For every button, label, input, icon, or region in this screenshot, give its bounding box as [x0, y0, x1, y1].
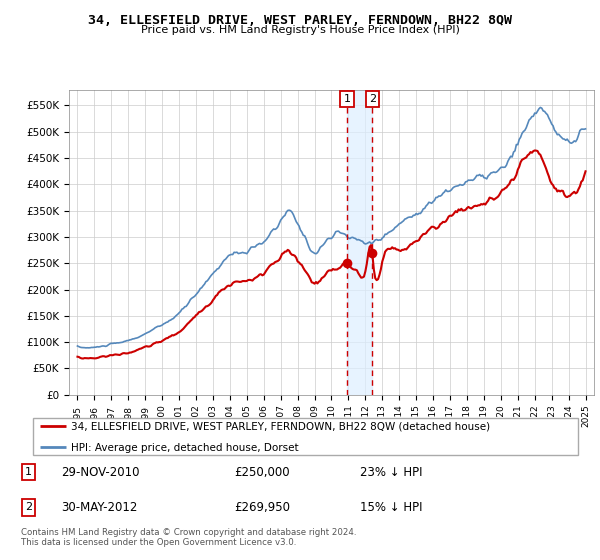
- Text: 1: 1: [25, 467, 32, 477]
- Text: Price paid vs. HM Land Registry's House Price Index (HPI): Price paid vs. HM Land Registry's House …: [140, 25, 460, 35]
- Text: £269,950: £269,950: [235, 501, 290, 514]
- Text: 30-MAY-2012: 30-MAY-2012: [61, 501, 137, 514]
- Text: 23% ↓ HPI: 23% ↓ HPI: [360, 465, 422, 479]
- Text: HPI: Average price, detached house, Dorset: HPI: Average price, detached house, Dors…: [71, 443, 299, 453]
- Text: 2: 2: [25, 502, 32, 512]
- Text: 34, ELLESFIELD DRIVE, WEST PARLEY, FERNDOWN, BH22 8QW: 34, ELLESFIELD DRIVE, WEST PARLEY, FERND…: [88, 14, 512, 27]
- Bar: [347, 90, 373, 395]
- Text: 34, ELLESFIELD DRIVE, WEST PARLEY, FERNDOWN, BH22 8QW (detached house): 34, ELLESFIELD DRIVE, WEST PARLEY, FERND…: [71, 422, 491, 432]
- Text: 29-NOV-2010: 29-NOV-2010: [61, 465, 139, 479]
- Text: 15% ↓ HPI: 15% ↓ HPI: [360, 501, 422, 514]
- Text: £250,000: £250,000: [235, 465, 290, 479]
- Text: Contains HM Land Registry data © Crown copyright and database right 2024.
This d: Contains HM Land Registry data © Crown c…: [21, 528, 356, 547]
- Text: 1: 1: [343, 94, 350, 104]
- Text: 2: 2: [369, 94, 376, 104]
- FancyBboxPatch shape: [33, 418, 578, 455]
